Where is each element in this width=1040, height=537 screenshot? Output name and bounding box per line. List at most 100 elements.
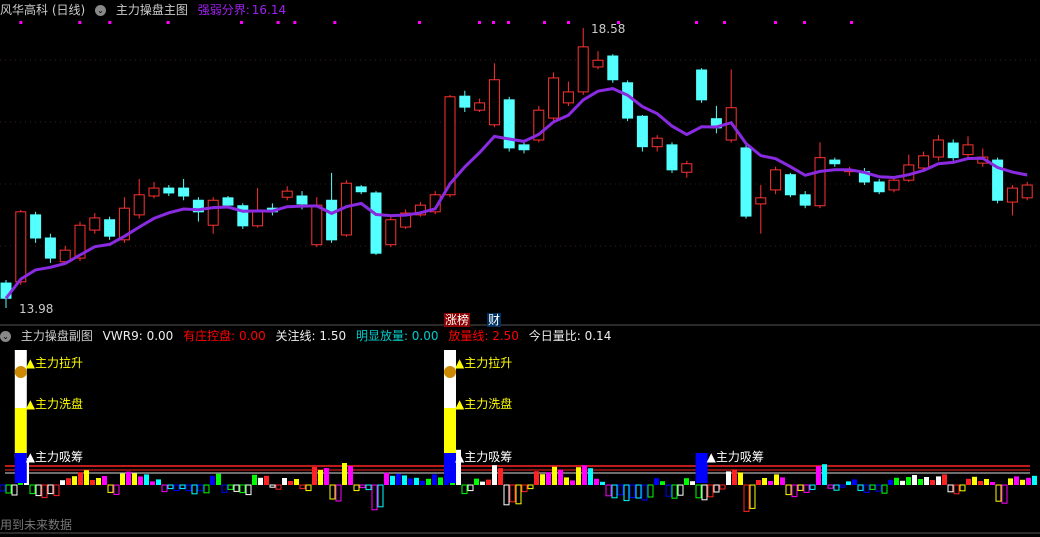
candle-body — [311, 204, 323, 246]
volume-bar — [912, 475, 917, 485]
volume-bar — [486, 479, 491, 485]
control-value: 有庄控盘: 0.00 — [183, 329, 266, 343]
volume-bar — [972, 476, 977, 485]
volume-bar — [396, 473, 401, 485]
volume-bar — [605, 484, 612, 497]
volume-bar — [984, 479, 989, 485]
volume-bar — [390, 475, 395, 485]
volume-bar — [1026, 477, 1031, 485]
volume-bar — [210, 475, 215, 485]
candle-body — [784, 174, 796, 196]
volume-bar — [342, 463, 347, 485]
volume-bar — [534, 471, 539, 485]
volume-bar — [738, 472, 743, 485]
marker-dot — [333, 21, 337, 24]
volume-bar — [78, 472, 83, 485]
volume-bar — [966, 478, 971, 485]
volume-bar — [629, 484, 636, 499]
volume-bar — [527, 484, 534, 490]
volume-bar — [258, 477, 263, 485]
volume-bar — [1032, 475, 1037, 485]
candle-body — [799, 194, 811, 206]
tag-cai[interactable]: 财 — [487, 313, 502, 327]
volume-bar — [635, 484, 642, 499]
sub-indicator-name[interactable]: 主力操盘副图 — [20, 329, 93, 343]
volume-bar — [995, 484, 1002, 502]
marker-dot — [695, 21, 698, 24]
candle-body — [355, 186, 367, 193]
strength-value: 16.14 — [251, 3, 287, 17]
volume-bar — [774, 474, 779, 485]
volume-bar — [695, 484, 702, 499]
volume-bar — [1020, 479, 1025, 485]
candle-body — [992, 159, 1004, 201]
volume-bar — [233, 484, 240, 492]
volume-bar — [701, 484, 708, 501]
candle-body — [770, 169, 782, 191]
marker-dot — [166, 21, 170, 24]
candle-body — [651, 137, 663, 148]
volume-bar — [846, 481, 851, 485]
volume-bar — [0, 484, 6, 492]
volume-bar — [197, 484, 204, 492]
candle-body — [592, 59, 604, 68]
candle-body — [488, 79, 500, 126]
volume-bar — [863, 484, 870, 493]
volume-bar — [785, 484, 792, 496]
candle-body — [696, 69, 708, 101]
chevron-down-icon[interactable]: ⌄ — [0, 331, 11, 342]
volume-bar — [245, 484, 252, 496]
candle-body — [459, 95, 471, 108]
volume-bar — [371, 484, 378, 511]
candle-body — [740, 147, 752, 217]
chevron-down-icon[interactable]: ⌄ — [95, 5, 107, 16]
main-indicator-name[interactable]: 主力操盘主图 — [115, 3, 188, 17]
volume-bar — [288, 481, 293, 485]
tag-zhangbang[interactable]: 涨榜 — [444, 313, 471, 327]
candle-body — [326, 199, 338, 241]
volume-bar — [5, 484, 12, 494]
money-bag-icon — [444, 366, 456, 378]
volume-bar — [684, 478, 689, 485]
volume-bar — [936, 476, 941, 485]
volume-bar — [1008, 478, 1013, 485]
volume-bar — [239, 484, 246, 494]
candle-body — [888, 179, 900, 191]
absorb-bar — [444, 453, 456, 483]
volume-bar — [743, 484, 750, 512]
candle-body — [74, 224, 86, 259]
volume-bar — [329, 484, 336, 500]
volume-bar — [900, 480, 905, 485]
volume-bar — [726, 471, 731, 485]
volume-bar — [713, 484, 720, 493]
volume-bar — [803, 484, 810, 493]
volume-bar — [402, 475, 407, 485]
candle-body — [666, 144, 678, 171]
candle-body — [237, 205, 249, 227]
candle-body — [503, 99, 515, 149]
signal-raise-label: ▲主力拉升 — [455, 356, 513, 370]
marker-dot — [850, 21, 853, 24]
volume-bar — [480, 481, 485, 485]
signal-absorb-label: ▲主力吸筹 — [25, 450, 84, 464]
volume-bar — [600, 481, 605, 485]
volume-bar — [167, 484, 174, 490]
volume-bar — [797, 484, 804, 491]
volume-bar — [252, 474, 257, 485]
volume-bar — [953, 484, 960, 495]
focus-line-value: 关注线: 1.50 — [275, 329, 347, 343]
candle-body — [474, 102, 486, 111]
volume-bar — [72, 476, 77, 485]
volume-bar — [978, 481, 983, 485]
volume-bar — [671, 484, 678, 499]
candle-body — [444, 96, 456, 196]
volume-bar — [353, 484, 360, 492]
volume-bar — [359, 484, 366, 489]
volume-bar — [294, 479, 299, 485]
volume-bar — [576, 467, 581, 485]
candle-body — [385, 219, 397, 246]
volume-bar — [947, 484, 954, 493]
volume-bar — [881, 484, 888, 494]
volume-bar — [312, 467, 317, 485]
